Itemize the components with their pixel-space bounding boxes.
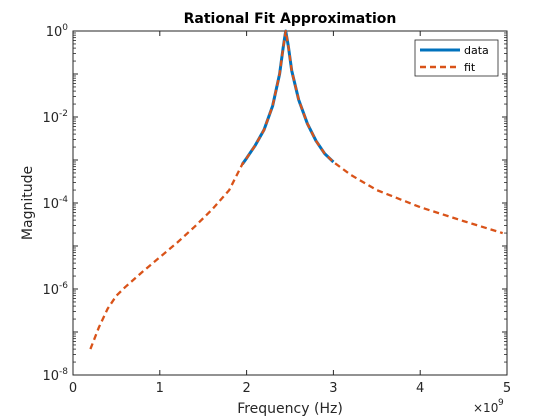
x-tick-label: 4 [416,381,424,396]
x-multiplier: ×10 9 [473,398,504,415]
y-tick-label: 10-8 [42,367,68,384]
x-tick-label: 1 [156,381,164,396]
x-multiplier-exponent: 9 [498,398,504,408]
legend-box [414,39,499,77]
series-layer [89,29,504,350]
y-tick-exponent: -6 [59,281,68,291]
legend: data fit [414,39,499,77]
y-tick-label: 10-2 [42,109,68,126]
y-tick-base: 10 [42,369,59,384]
x-axis-label: Frequency (Hz) [237,401,343,417]
x-multiplier-base: ×10 [473,401,498,415]
chart-title: Rational Fit Approximation [184,11,397,27]
x-tick-label: 5 [503,381,511,396]
y-tick-base: 10 [46,25,63,40]
y-tick-label: 10-6 [42,281,68,298]
y-tick-base: 10 [42,283,59,298]
series-line-fit [89,29,504,350]
legend-label-fit: fit [464,61,476,74]
y-tick-base: 10 [42,197,59,212]
y-tick-label: 10-4 [42,195,68,212]
axes-box [72,30,508,376]
y-tick-exponent: 0 [62,23,68,33]
y-tick-exponent: -8 [59,367,68,377]
y-tick-exponent: -2 [59,109,68,119]
y-tick-exponent: -4 [59,195,68,205]
y-tick-label: 100 [46,23,69,40]
x-tick-label: 0 [69,381,77,396]
legend-label-data: data [464,44,489,57]
y-tick-base: 10 [42,111,59,126]
x-tick-label: 3 [329,381,337,396]
y-axis-label: Magnitude [20,166,36,240]
x-tick-label: 2 [242,381,250,396]
